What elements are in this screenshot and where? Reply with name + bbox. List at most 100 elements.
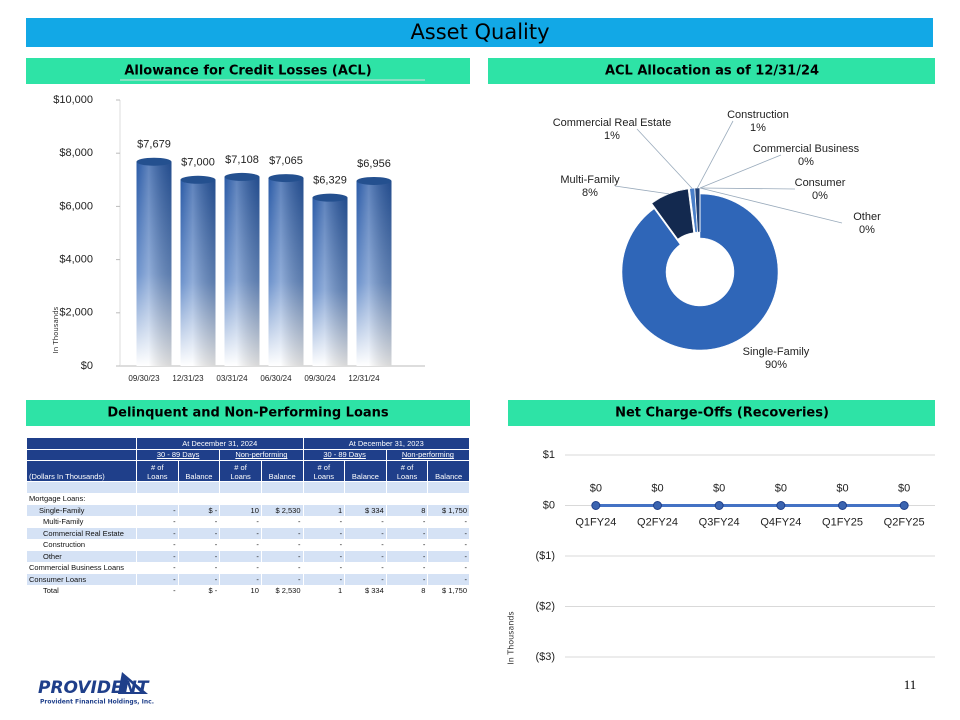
table-cell: 8 bbox=[385, 584, 429, 597]
x-tick-label: Q2FY25 bbox=[884, 516, 925, 528]
table-cell: - bbox=[219, 550, 262, 563]
value-label: $0 bbox=[590, 482, 602, 494]
table-cell: - bbox=[344, 515, 387, 528]
table-cell: - bbox=[136, 515, 179, 528]
spacer-cell bbox=[219, 481, 262, 494]
table-cell: - bbox=[427, 561, 470, 574]
logo-icon bbox=[124, 680, 140, 692]
group-header: 30 - 89 Days bbox=[302, 448, 387, 461]
table-cell: - bbox=[219, 515, 262, 528]
table-cell: - bbox=[136, 538, 179, 551]
table-cell: - bbox=[177, 550, 221, 563]
leader-line bbox=[699, 154, 782, 189]
y-tick-label: $6,000 bbox=[59, 200, 93, 212]
bar-shade bbox=[356, 180, 392, 366]
header-row: (Dollars In Thousands) # of Loans Balance #… bbox=[26, 460, 470, 482]
table-cell bbox=[219, 492, 262, 505]
bar-cap bbox=[180, 175, 216, 184]
spacer-cell bbox=[26, 481, 137, 494]
table-cell: - bbox=[260, 561, 304, 574]
row-label: Single-Family bbox=[26, 504, 137, 517]
bar-cap bbox=[268, 174, 304, 183]
table-cell bbox=[260, 492, 304, 505]
row-label: Commercial Business Loans bbox=[26, 561, 137, 574]
table-cell: - bbox=[385, 550, 429, 563]
table-cell bbox=[385, 492, 429, 505]
leader-line bbox=[697, 120, 734, 189]
x-tick-label: 12/31/24 bbox=[348, 374, 380, 383]
table-row: Total - $ -10 $ 2,530 1 $ 334 8 $ 1,750 bbox=[26, 584, 470, 597]
table-row: Commercial Real Estate - - - - - - - - bbox=[26, 527, 470, 540]
table-cell: 10 bbox=[219, 584, 262, 597]
column-header: # of Loans bbox=[302, 460, 346, 482]
x-tick-label: Q1FY25 bbox=[822, 516, 863, 528]
spacer-cell bbox=[302, 481, 346, 494]
y-tick-label: ($3) bbox=[535, 651, 555, 663]
bar-cap bbox=[356, 176, 392, 185]
table-row: Commercial Business Loans - - - - - - - - bbox=[26, 561, 470, 574]
x-tick-label: 12/31/23 bbox=[172, 374, 204, 383]
table-cell: - bbox=[219, 538, 262, 551]
column-header: Balance bbox=[427, 460, 470, 482]
line-marker bbox=[653, 501, 662, 510]
pie-value-label: 1% bbox=[604, 130, 620, 142]
section-title: Delinquent and Non-Performing Loans bbox=[107, 406, 389, 421]
table-cell: - bbox=[260, 573, 304, 586]
pie-slice bbox=[694, 187, 701, 233]
row-label: Consumer Loans bbox=[26, 573, 137, 586]
spacer-cell bbox=[260, 481, 304, 494]
pie-label: Multi-Family bbox=[560, 174, 620, 186]
x-tick-label: 09/30/24 bbox=[304, 374, 336, 383]
pie-value-label: 0% bbox=[812, 190, 828, 202]
label-header: (Dollars In Thousands) bbox=[26, 460, 137, 482]
row-label: Commercial Real Estate bbox=[26, 527, 137, 540]
y-tick-label: $1 bbox=[543, 449, 555, 461]
line-marker bbox=[899, 501, 909, 510]
table-cell: - bbox=[177, 515, 221, 528]
title-bar bbox=[26, 18, 933, 47]
section-title: Allowance for Credit Losses (ACL) bbox=[124, 64, 371, 79]
table-cell: - bbox=[219, 561, 262, 574]
line-marker bbox=[714, 501, 724, 510]
table-cell: - bbox=[302, 538, 346, 551]
table-row: Consumer Loans - - - - - - - - bbox=[26, 573, 470, 586]
spacer-cell bbox=[136, 481, 179, 494]
table-cell: - bbox=[302, 527, 346, 540]
bar-cap bbox=[224, 172, 260, 181]
pie-slice bbox=[689, 187, 698, 233]
pie-label: Commercial Business bbox=[753, 143, 860, 155]
section-title: ACL Allocation as of 12/31/24 bbox=[605, 64, 819, 79]
table-cell: - bbox=[260, 527, 304, 540]
pie-value-label: 8% bbox=[582, 187, 598, 199]
table-cell: - bbox=[344, 527, 387, 540]
table-row: Multi-Family - - - - - - - - bbox=[26, 515, 470, 528]
table-cell: - bbox=[385, 573, 429, 586]
pie-label: Other bbox=[853, 211, 881, 223]
line-marker bbox=[776, 501, 786, 510]
table-cell: - bbox=[136, 527, 179, 540]
y-tick-label: $10,000 bbox=[53, 94, 93, 106]
table-cell: - bbox=[177, 561, 221, 574]
table-cell: - bbox=[344, 550, 387, 563]
table-cell: - bbox=[385, 561, 429, 574]
pie-label: Consumer bbox=[795, 177, 846, 189]
spacer-cell bbox=[344, 481, 387, 494]
x-tick-label: Q4FY24 bbox=[760, 516, 801, 528]
table-cell: $ - bbox=[177, 584, 221, 597]
pie-value-label: 0% bbox=[859, 224, 875, 236]
value-label: $0 bbox=[836, 482, 848, 494]
table-cell bbox=[177, 492, 221, 505]
y-tick-label: $4,000 bbox=[59, 254, 93, 266]
x-tick-label: 06/30/24 bbox=[260, 374, 292, 383]
pie-value-label: 90% bbox=[765, 359, 787, 371]
table-cell: - bbox=[177, 538, 221, 551]
table-cell: - bbox=[136, 504, 179, 517]
table-cell: - bbox=[136, 561, 179, 574]
table-cell: - bbox=[302, 515, 346, 528]
section-header bbox=[26, 400, 470, 426]
value-label: $0 bbox=[775, 482, 787, 494]
line-marker bbox=[838, 501, 847, 510]
table-cell: - bbox=[427, 527, 470, 540]
y-axis-label: In Thousands bbox=[507, 611, 516, 664]
